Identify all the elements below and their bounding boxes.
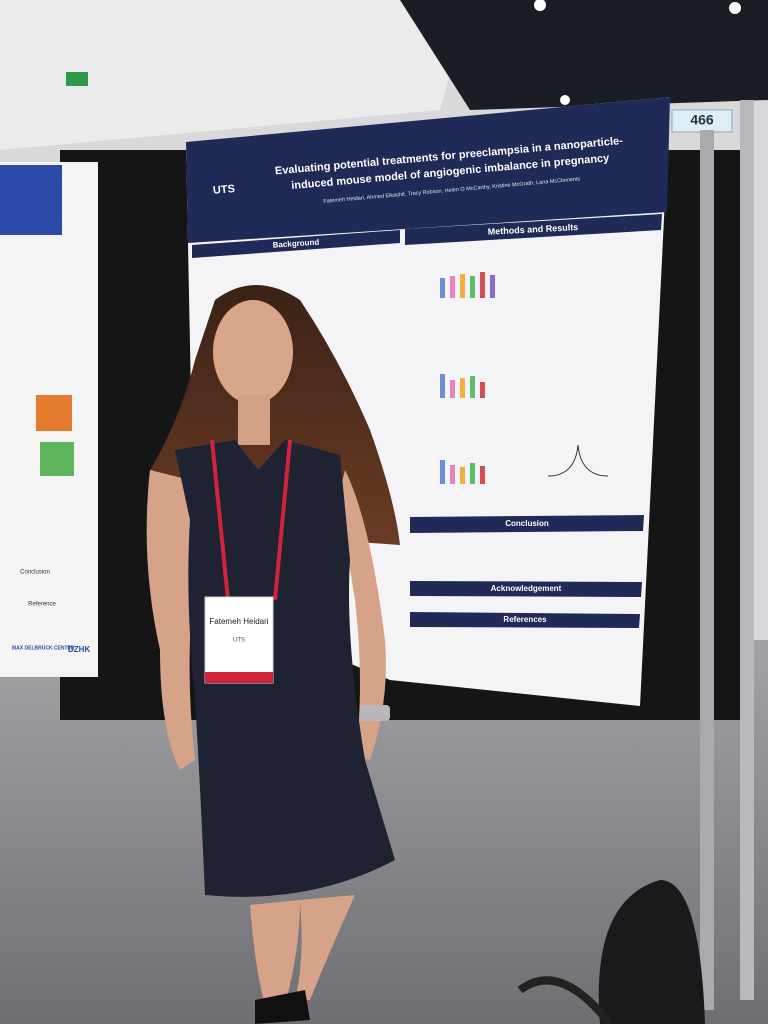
exit-sign (66, 72, 88, 86)
side-logo: DZHK (68, 645, 90, 654)
dress (175, 440, 395, 897)
bag-strap (517, 976, 614, 1024)
section-bar (410, 581, 642, 597)
badge-name: Fatemeh Heidari (209, 617, 268, 626)
face (213, 300, 293, 404)
arm (146, 470, 195, 770)
rack-post (700, 130, 714, 1010)
section-title: Acknowledgement (491, 584, 562, 593)
light (560, 95, 570, 105)
side-poster-header (0, 165, 62, 235)
section-title: Conclusion (505, 519, 549, 528)
side-figure (40, 442, 74, 476)
light (534, 0, 546, 11)
section-title: Background (272, 237, 319, 249)
bag (598, 880, 705, 1024)
section-title: References (503, 615, 547, 624)
ceiling-left (0, 0, 470, 150)
badge-stripe (205, 672, 273, 683)
leg (250, 900, 300, 1005)
light (729, 2, 741, 14)
booth-number: 466 (690, 112, 714, 128)
poster-logo: UTS (212, 183, 235, 197)
section-bar (192, 230, 400, 258)
watch (360, 705, 390, 721)
section-bar (410, 515, 644, 533)
side-figure (36, 395, 72, 431)
ceiling-dark (400, 0, 768, 110)
side-section: Reference (28, 602, 56, 608)
lanyard (210, 439, 292, 601)
badge-organization: UTS (233, 638, 245, 644)
side-section: Conclusion (20, 570, 50, 576)
neck (238, 395, 270, 445)
side-logo: MAX DELBRÜCK CENTER (12, 644, 75, 651)
badge (204, 596, 274, 684)
rack-post (740, 100, 754, 1000)
section-bar (405, 214, 662, 245)
arm (340, 470, 386, 760)
poster-header (186, 97, 670, 243)
section-title: Methods and Results (488, 222, 579, 237)
section-bar (410, 612, 640, 628)
leg (295, 895, 355, 1000)
shoe (255, 990, 310, 1024)
poster-charts (440, 272, 609, 484)
